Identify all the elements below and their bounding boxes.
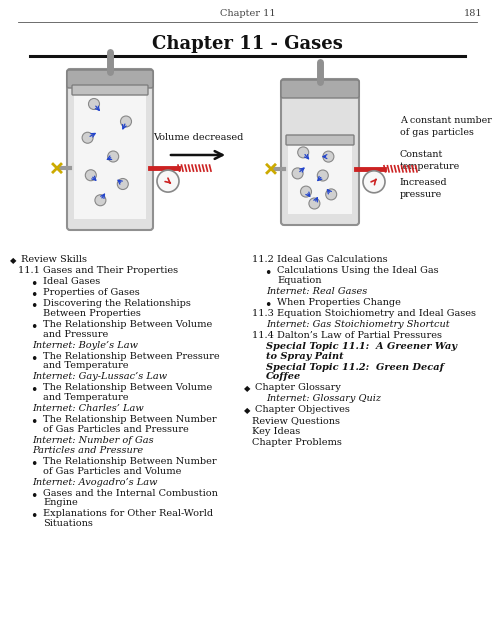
- Text: The Relationship Between Pressure: The Relationship Between Pressure: [43, 351, 220, 360]
- Circle shape: [85, 170, 97, 180]
- Text: 11.3 Equation Stoichiometry and Ideal Gases: 11.3 Equation Stoichiometry and Ideal Ga…: [252, 309, 476, 318]
- Text: The Relationship Between Volume: The Relationship Between Volume: [43, 383, 212, 392]
- Text: •: •: [30, 278, 38, 291]
- Text: Discovering the Relationships: Discovering the Relationships: [43, 299, 191, 308]
- Text: ◆: ◆: [244, 406, 250, 415]
- Text: •: •: [30, 511, 38, 524]
- FancyBboxPatch shape: [67, 69, 153, 230]
- Text: 181: 181: [464, 10, 482, 19]
- Text: of Gas Particles and Pressure: of Gas Particles and Pressure: [43, 425, 189, 434]
- Circle shape: [120, 116, 132, 127]
- Text: to Spray Paint: to Spray Paint: [266, 351, 344, 360]
- Circle shape: [108, 151, 119, 162]
- Text: •: •: [30, 300, 38, 313]
- Text: •: •: [30, 289, 38, 302]
- Text: Calculations Using the Ideal Gas: Calculations Using the Ideal Gas: [277, 266, 439, 275]
- Text: ◆: ◆: [10, 256, 16, 265]
- Circle shape: [326, 189, 337, 200]
- Circle shape: [309, 198, 320, 209]
- Circle shape: [95, 195, 106, 205]
- Text: of Gas Particles and Volume: of Gas Particles and Volume: [43, 467, 181, 476]
- Text: Internet: Avogadro’s Law: Internet: Avogadro’s Law: [32, 477, 157, 486]
- Bar: [74, 94, 146, 219]
- Text: Special Topic 11.1:  A Greener Way: Special Topic 11.1: A Greener Way: [266, 342, 457, 351]
- Circle shape: [300, 186, 311, 197]
- Text: Increased
pressure: Increased pressure: [400, 178, 447, 199]
- Text: Internet: Gas Stoichiometry Shortcut: Internet: Gas Stoichiometry Shortcut: [266, 320, 449, 329]
- Text: Internet: Number of Gas: Internet: Number of Gas: [32, 436, 153, 445]
- Text: Ideal Gases: Ideal Gases: [43, 277, 100, 286]
- Text: Particles and Pressure: Particles and Pressure: [32, 446, 143, 455]
- Text: Special Topic 11.2:  Green Decaf: Special Topic 11.2: Green Decaf: [266, 363, 444, 372]
- FancyBboxPatch shape: [72, 85, 148, 95]
- Text: Gases and the Internal Combustion: Gases and the Internal Combustion: [43, 488, 218, 498]
- FancyBboxPatch shape: [286, 135, 354, 145]
- Circle shape: [363, 171, 385, 193]
- FancyBboxPatch shape: [281, 80, 359, 98]
- Text: ◆: ◆: [244, 385, 250, 394]
- FancyBboxPatch shape: [67, 70, 153, 88]
- Text: Internet: Boyle’s Law: Internet: Boyle’s Law: [32, 340, 138, 349]
- Text: A constant number
of gas particles: A constant number of gas particles: [400, 116, 492, 137]
- Text: Chapter Problems: Chapter Problems: [252, 438, 342, 447]
- Text: Review Skills: Review Skills: [21, 255, 87, 264]
- Text: The Relationship Between Number: The Relationship Between Number: [43, 415, 217, 424]
- Circle shape: [117, 179, 128, 189]
- Text: Coffee: Coffee: [266, 372, 301, 381]
- Text: Internet: Charles’ Law: Internet: Charles’ Law: [32, 404, 144, 413]
- Text: Internet: Glossary Quiz: Internet: Glossary Quiz: [266, 394, 381, 403]
- Text: •: •: [30, 385, 38, 397]
- Text: 11.1 Gases and Their Properties: 11.1 Gases and Their Properties: [18, 266, 178, 275]
- Circle shape: [82, 132, 93, 143]
- Text: •: •: [264, 299, 272, 312]
- Text: Equation: Equation: [277, 276, 321, 285]
- Text: Constant
temperature: Constant temperature: [400, 150, 460, 171]
- Text: Review Questions: Review Questions: [252, 417, 340, 426]
- Text: Chapter 11 - Gases: Chapter 11 - Gases: [152, 35, 343, 53]
- FancyBboxPatch shape: [281, 79, 359, 225]
- Text: •: •: [30, 353, 38, 365]
- Text: •: •: [30, 458, 38, 471]
- Circle shape: [89, 99, 99, 109]
- Text: •: •: [30, 490, 38, 502]
- Text: Volume decreased: Volume decreased: [153, 134, 243, 143]
- Text: •: •: [30, 416, 38, 429]
- Bar: [288, 144, 352, 214]
- Text: 11.4 Dalton’s Law of Partial Pressures: 11.4 Dalton’s Law of Partial Pressures: [252, 331, 442, 340]
- Text: The Relationship Between Volume: The Relationship Between Volume: [43, 320, 212, 329]
- Text: Situations: Situations: [43, 519, 93, 528]
- Circle shape: [323, 151, 334, 162]
- Text: Chapter Glossary: Chapter Glossary: [255, 383, 341, 392]
- Text: •: •: [30, 321, 38, 334]
- Text: 11.2 Ideal Gas Calculations: 11.2 Ideal Gas Calculations: [252, 255, 388, 264]
- Circle shape: [297, 147, 309, 158]
- Text: Chapter 11: Chapter 11: [220, 10, 275, 19]
- Circle shape: [317, 170, 328, 181]
- Text: and Pressure: and Pressure: [43, 330, 108, 339]
- Text: Chapter Objectives: Chapter Objectives: [255, 405, 350, 415]
- Text: Explanations for Other Real-World: Explanations for Other Real-World: [43, 509, 213, 518]
- Circle shape: [292, 168, 303, 179]
- Text: Engine: Engine: [43, 499, 78, 508]
- Text: Internet: Gay-Lussac’s Law: Internet: Gay-Lussac’s Law: [32, 372, 167, 381]
- Text: Key Ideas: Key Ideas: [252, 428, 300, 436]
- Text: When Properties Change: When Properties Change: [277, 298, 401, 307]
- Text: Between Properties: Between Properties: [43, 309, 141, 318]
- Text: •: •: [264, 267, 272, 280]
- Text: Properties of Gases: Properties of Gases: [43, 288, 140, 297]
- Text: and Temperature: and Temperature: [43, 393, 129, 402]
- Text: The Relationship Between Number: The Relationship Between Number: [43, 457, 217, 466]
- Text: Internet: Real Gases: Internet: Real Gases: [266, 287, 367, 296]
- Circle shape: [157, 170, 179, 192]
- Text: and Temperature: and Temperature: [43, 362, 129, 371]
